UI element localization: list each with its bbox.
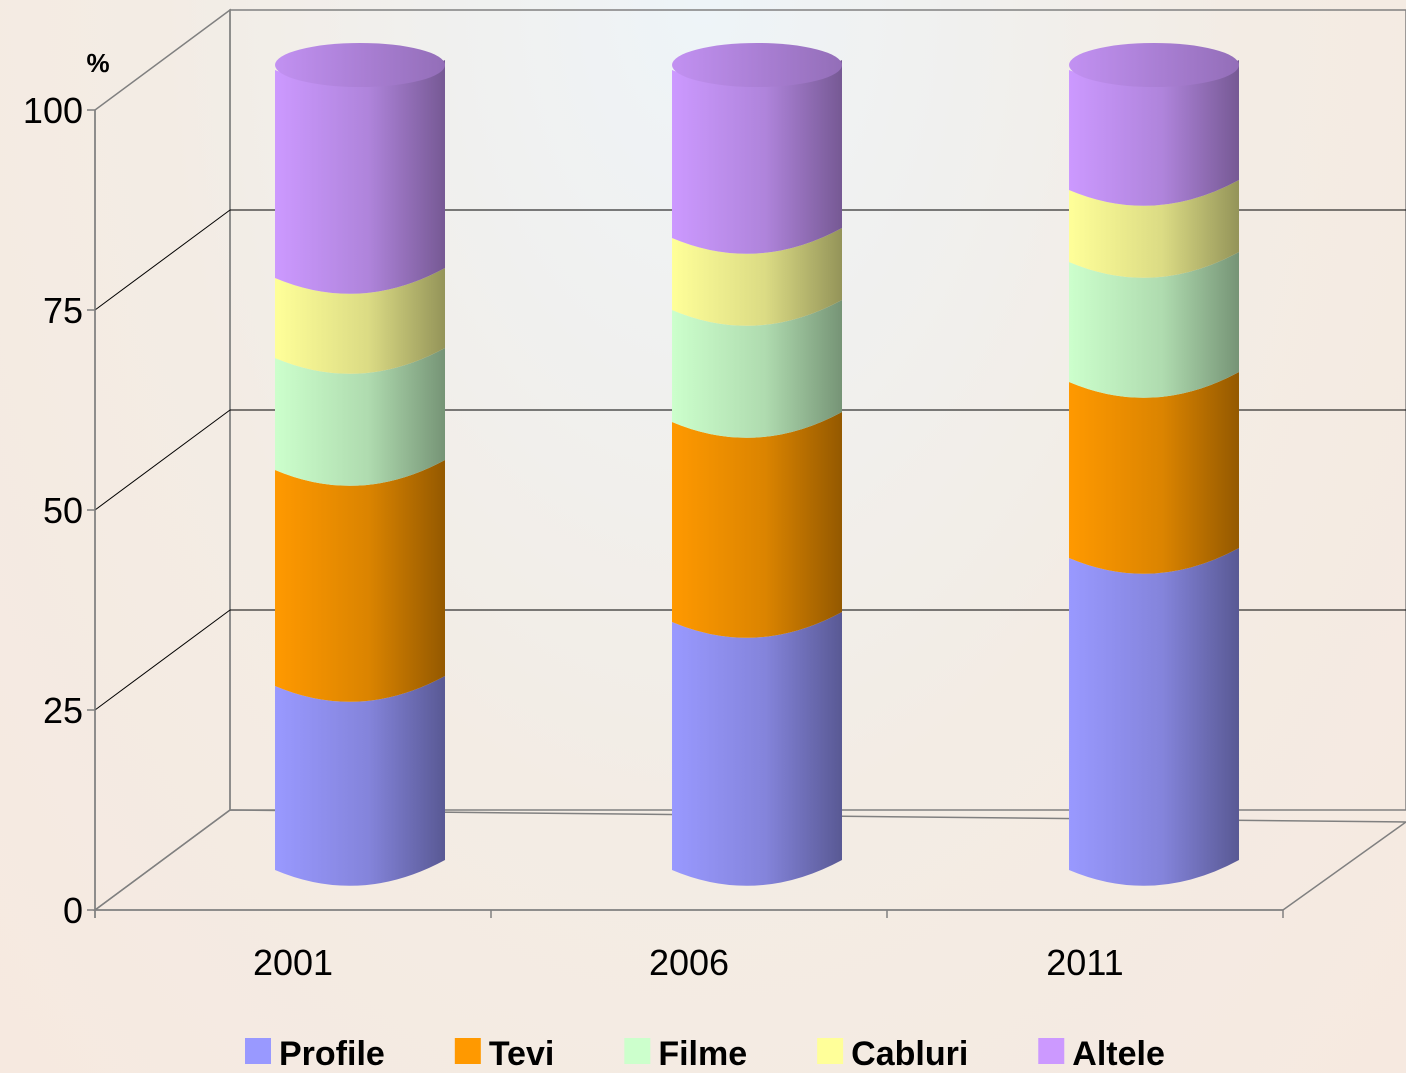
bar-filme-2006	[672, 300, 842, 438]
cylinder-top-2006	[672, 43, 842, 87]
legend: Profile Tevi Filme Cabluri Altele	[245, 1035, 1165, 1073]
bar-tevi-2001	[275, 460, 445, 702]
legend-label: Profile	[279, 1035, 385, 1073]
legend-swatch	[1038, 1038, 1065, 1064]
bar-profile-2011	[1069, 548, 1239, 886]
cylinder-2006	[672, 43, 842, 886]
gridline-side	[94, 609, 231, 711]
cylinder-2011	[1069, 43, 1239, 886]
x-tick-label: 2001	[253, 942, 333, 983]
y-axis-unit: %	[86, 48, 109, 78]
bar-altele-2011	[1069, 60, 1239, 206]
y-tick-label: 25	[43, 690, 83, 731]
bar-cabluri-2006	[672, 228, 842, 326]
bar-filme-2001	[275, 348, 445, 486]
bar-tevi-2006	[672, 412, 842, 638]
legend-label: Filme	[658, 1035, 747, 1073]
bar-cabluri-2001	[275, 268, 445, 374]
bar-altele-2006	[672, 60, 842, 254]
bar-profile-2001	[275, 676, 445, 886]
x-tick-label: 2006	[649, 942, 729, 983]
y-tick-label: 100	[23, 90, 83, 131]
legend-item-filme: Filme	[624, 1035, 747, 1073]
bars	[275, 43, 1239, 886]
bar-tevi-2011	[1069, 372, 1239, 574]
x-tick-label: 2011	[1046, 942, 1123, 983]
legend-item-profile: Profile	[245, 1035, 385, 1073]
y-tick-label: 0	[63, 890, 83, 931]
cylinder-2001	[275, 43, 445, 886]
legend-swatch	[454, 1038, 481, 1064]
back-wall	[229, 9, 1406, 811]
legend-label: Altele	[1072, 1035, 1165, 1073]
gridline-side	[94, 409, 231, 511]
legend-item-altele: Altele	[1038, 1035, 1165, 1073]
cylinder-top-2001	[275, 43, 445, 87]
bar-cabluri-2011	[1069, 180, 1239, 278]
y-tick-label: 50	[43, 490, 83, 531]
legend-swatch	[624, 1038, 651, 1064]
legend-item-cabluri: Cabluri	[817, 1035, 968, 1073]
gridline-side	[94, 209, 231, 311]
y-tick-label: 75	[43, 290, 83, 331]
legend-swatch	[245, 1038, 271, 1064]
axis-labels: 0 25 50 75 100% 2001 2006 2011	[23, 48, 1124, 983]
cylinder-top-2011	[1069, 43, 1239, 87]
legend-label: Tevi	[489, 1035, 555, 1073]
bar-altele-2001	[275, 60, 445, 294]
bar-filme-2011	[1069, 252, 1239, 398]
legend-item-tevi: Tevi	[454, 1035, 555, 1073]
bar-profile-2006	[672, 612, 842, 886]
legend-swatch	[817, 1038, 844, 1064]
legend-label: Cabluri	[851, 1035, 968, 1073]
